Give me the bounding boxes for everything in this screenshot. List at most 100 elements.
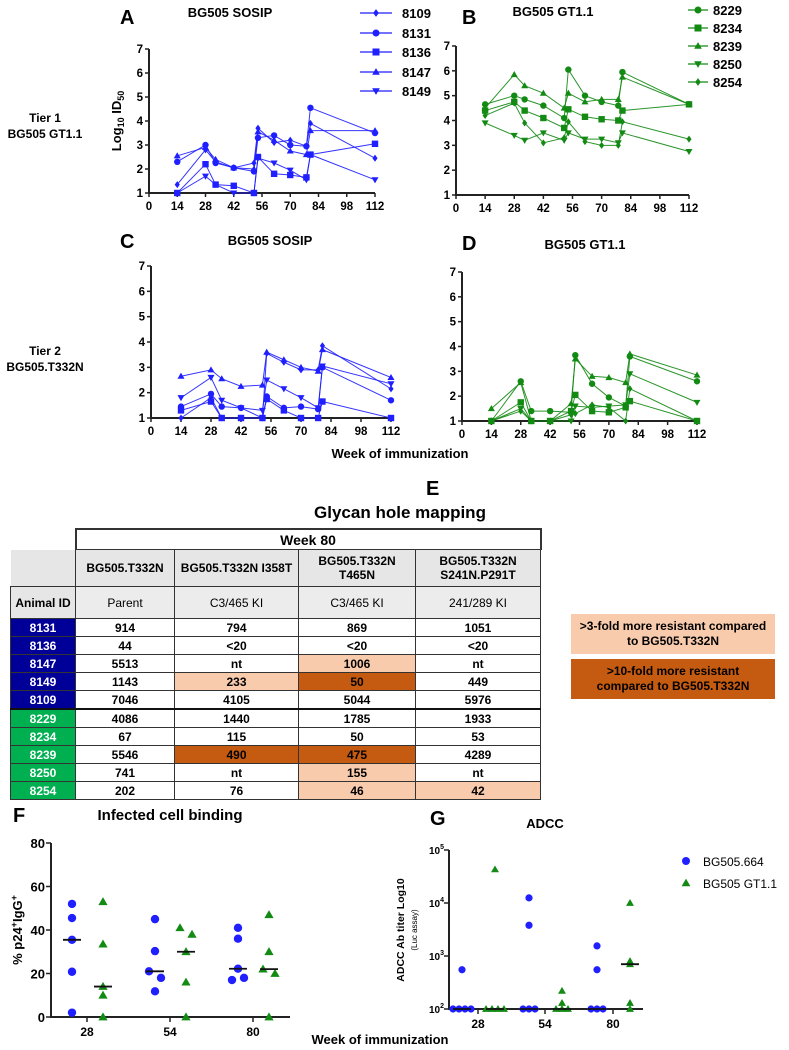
data-point (314, 405, 322, 412)
data-point (626, 899, 634, 906)
data-point (207, 374, 215, 381)
x-tick-label: 28 (80, 1025, 94, 1039)
titer-cell: 1785 (298, 708, 416, 728)
titer-cell: 7046 (75, 690, 175, 710)
column-type: C3/465 KI (174, 586, 299, 619)
data-point (560, 124, 568, 132)
legend-marker (682, 857, 690, 865)
data-point (233, 934, 243, 943)
x-axis-label-bottom: Week of immunization (312, 1032, 449, 1047)
row-label-tier1-line1: Tier 1 (29, 111, 61, 125)
data-point (218, 375, 226, 382)
x-tick-label: 0 (459, 429, 465, 441)
data-point (510, 71, 518, 78)
series-BG505.664 (63, 899, 249, 1017)
panel-letter: G (430, 808, 446, 830)
data-point (572, 351, 579, 359)
y-tick-label: 2 (137, 164, 143, 176)
series-8149 (173, 152, 379, 197)
panel-b: B BG505 GT1.10 14 28 42 56 70 84 98 1121234567822… (444, 3, 743, 215)
legend-label: 8131 (402, 26, 431, 41)
data-point (593, 966, 601, 974)
y-tick-label: 3 (137, 140, 143, 152)
series-8250 (481, 120, 693, 156)
x-tick-label: 70 (284, 201, 297, 213)
data-point (239, 973, 249, 983)
data-point (287, 141, 294, 149)
data-point (581, 113, 589, 120)
data-point (626, 999, 634, 1006)
data-point (371, 177, 379, 184)
series-BG505-GT1.1 (482, 865, 639, 1012)
data-point (150, 914, 160, 924)
data-point (286, 167, 294, 174)
data-point (263, 395, 270, 403)
data-point (280, 356, 288, 363)
column-type: 241/289 KI (415, 586, 541, 619)
data-point (212, 182, 220, 189)
data-point (517, 399, 524, 406)
titer-cell: 449 (415, 672, 541, 691)
data-point (564, 130, 572, 137)
data-point (572, 410, 578, 418)
y-tick-label: 1 (139, 413, 146, 425)
x-tick-label: 84 (325, 426, 338, 438)
data-point (181, 1012, 191, 1021)
data-point (521, 96, 528, 103)
x-tick-label: 80 (246, 1025, 260, 1039)
data-point (302, 177, 310, 184)
titer-cell: 5976 (415, 690, 541, 710)
data-point (177, 395, 185, 402)
data-point (233, 923, 243, 933)
y-tick-label: 1 (137, 188, 144, 200)
legend-item: 8254 (688, 75, 743, 90)
y-tick-label: 4 (139, 337, 146, 349)
axes (148, 49, 375, 194)
legend-label: BG505.664 (703, 855, 764, 869)
data-point (307, 104, 314, 112)
legend-label: 8250 (713, 57, 742, 72)
data-point (67, 913, 77, 923)
data-point (619, 118, 625, 126)
animal-id: 8147 (10, 654, 76, 673)
data-point (589, 401, 595, 409)
legend-item: BG505 GT1.1 (681, 877, 777, 891)
panel-letter: B (462, 7, 476, 29)
data-point (540, 139, 546, 147)
y-tick-label: 103 (429, 950, 444, 963)
legend-label: 8239 (713, 39, 742, 54)
x-tick-label: 70 (295, 426, 308, 438)
data-point (582, 138, 588, 146)
legend-item: 8147 (360, 65, 431, 80)
data-point (150, 946, 160, 956)
legend-item: 8109 (360, 6, 431, 21)
virus-name: BG505.T332N (86, 561, 164, 575)
legend-marker (372, 29, 380, 37)
y-tick-label: 7 (137, 44, 143, 56)
titer-cell: 42 (415, 781, 541, 800)
data-point (254, 134, 262, 141)
chart-title: BG505 GT1.1 (545, 237, 626, 252)
titer-cell: <20 (298, 636, 416, 655)
titer-cell: 869 (298, 618, 416, 637)
legend-marker (372, 68, 380, 75)
data-point (626, 1005, 634, 1012)
data-point (255, 124, 261, 132)
titer-cell: 1006 (298, 654, 416, 673)
x-tick-label: 56 (566, 203, 579, 215)
x-tick-label: 14 (175, 426, 188, 438)
axes (455, 46, 689, 196)
titer-cell: 1933 (415, 708, 541, 728)
data-point (599, 141, 605, 149)
column-type: Parent (75, 586, 175, 619)
data-point (306, 152, 314, 159)
y-tick-label: 3 (444, 140, 450, 152)
week-header: Week 80 (74, 528, 542, 550)
data-point (622, 378, 630, 386)
data-point (280, 407, 288, 414)
table-row: 8131 914 794 869 1051 (10, 618, 541, 637)
titer-cell: 4289 (415, 745, 541, 764)
data-point (254, 128, 262, 135)
x-tick-label: 0 (148, 426, 154, 438)
